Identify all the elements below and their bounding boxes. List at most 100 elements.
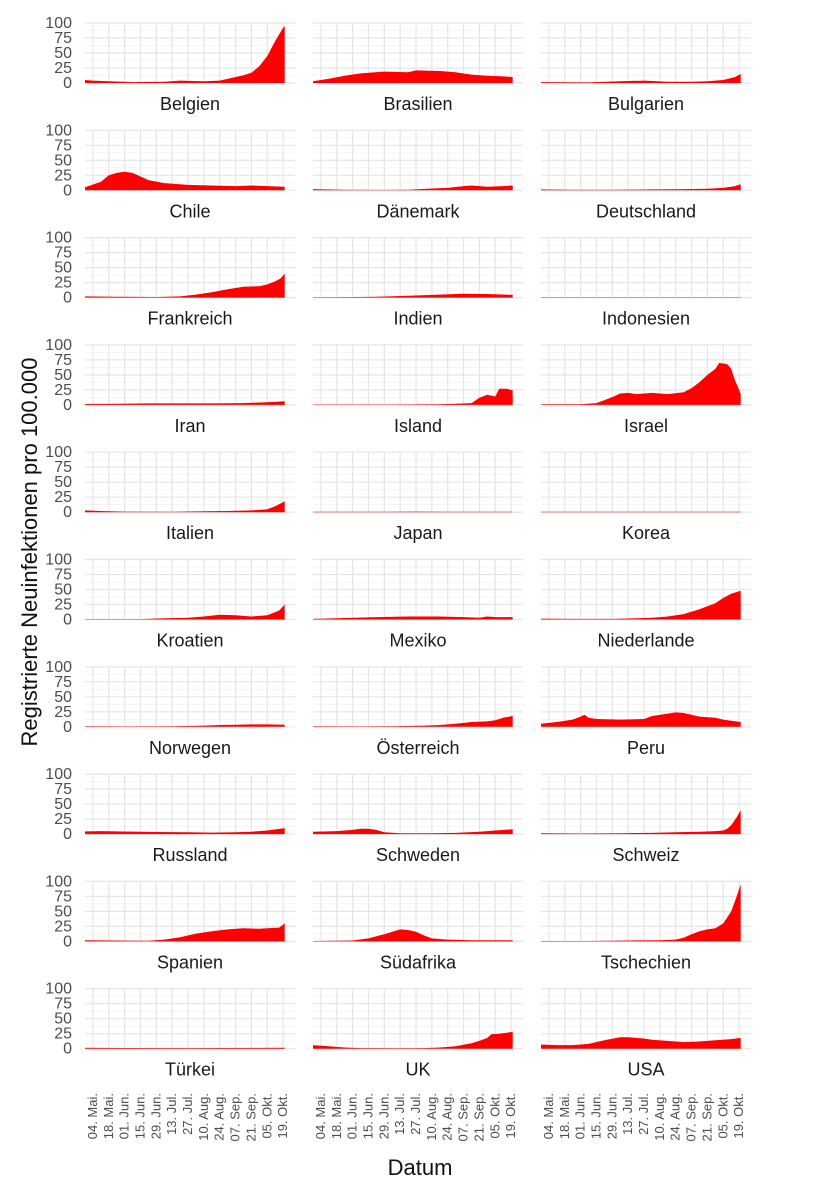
area-USA — [541, 1037, 741, 1049]
x-tick-label: 24. Aug. — [440, 1093, 455, 1141]
y-tick-label: 75 — [54, 781, 72, 798]
facet-title: Iran — [174, 416, 205, 436]
facet-title: Frankreich — [147, 309, 232, 329]
x-tick-label: 29. Jun. — [604, 1093, 619, 1139]
area-Indien — [313, 293, 513, 298]
area-Peru — [541, 712, 741, 727]
y-tick-label: 75 — [54, 567, 72, 584]
y-tick-label: 25 — [54, 918, 72, 935]
facet-title: Schweiz — [612, 845, 679, 865]
y-tick-label: 50 — [54, 152, 72, 169]
x-tick-label: 29. Jun. — [148, 1093, 163, 1139]
y-tick-label: 0 — [63, 826, 72, 843]
area-Mexiko — [313, 616, 513, 620]
x-tick-label: 13. Jul. — [392, 1093, 407, 1135]
y-tick-label: 100 — [45, 444, 72, 461]
y-tick-label: 50 — [54, 367, 72, 384]
area-Österreich — [313, 716, 513, 727]
facet-title: Chile — [169, 201, 210, 221]
y-tick-label: 50 — [54, 45, 72, 62]
x-tick-label: 18. Mai. — [101, 1093, 116, 1139]
facet-title: Norwegen — [149, 738, 231, 758]
x-tick-label: 24. Aug. — [668, 1093, 683, 1141]
area-Japan — [313, 511, 513, 513]
facet-title: Kroatien — [156, 631, 223, 651]
y-tick-label: 25 — [54, 382, 72, 399]
facet-title: Korea — [622, 523, 671, 543]
x-tick-label: 15. Jun. — [588, 1093, 603, 1139]
facet-title: Dänemark — [376, 201, 460, 221]
facet-title: UK — [405, 1060, 430, 1080]
y-tick-label: 25 — [54, 167, 72, 184]
facet-panel: Japan — [313, 451, 523, 543]
x-tick-label: 27. Jul. — [180, 1093, 195, 1135]
y-tick-label: 0 — [63, 182, 72, 199]
y-tick-label: 25 — [54, 275, 72, 292]
area-Bulgarien — [541, 74, 741, 83]
facet-title: USA — [627, 1060, 664, 1080]
facet-title: Island — [394, 416, 442, 436]
x-tick-label: 15. Jun. — [360, 1093, 375, 1139]
facet-panel: Island — [313, 344, 523, 436]
x-tick-label: 18. Mai. — [329, 1093, 344, 1139]
y-tick-label: 75 — [54, 674, 72, 691]
x-tick-label: 24. Aug. — [212, 1093, 227, 1141]
x-axis-title: Datum — [388, 1155, 453, 1180]
y-tick-label: 25 — [54, 597, 72, 614]
x-tick-label: 07. Sep. — [456, 1093, 471, 1141]
y-tick-label: 0 — [63, 719, 72, 736]
x-tick-label: 07. Sep. — [684, 1093, 699, 1141]
x-tick-label: 27. Jul. — [636, 1093, 651, 1135]
y-tick-label: 50 — [54, 689, 72, 706]
y-tick-label: 50 — [54, 474, 72, 491]
x-tick-label: 05. Okt. — [259, 1093, 274, 1139]
facet-title: Südafrika — [380, 952, 457, 972]
y-tick-label: 100 — [45, 230, 72, 247]
area-Deutschland — [541, 184, 741, 191]
facet-title: Peru — [627, 738, 665, 758]
facet-panel: UK 04. Mai. 18. Mai. 01. Jun. 15. Jun. 29. Ju… — [313, 988, 523, 1141]
area-Israel — [541, 362, 741, 405]
facet-title: Deutschland — [596, 201, 696, 221]
facet-title: Niederlande — [597, 631, 694, 651]
area-Schweiz — [541, 810, 741, 835]
y-tick-label: 50 — [54, 796, 72, 813]
facet-panel: Peru — [541, 666, 751, 758]
y-tick-label: 100 — [45, 337, 72, 354]
y-tick-label: 100 — [45, 873, 72, 890]
area-Niederlande — [541, 590, 741, 620]
area-Südafrika — [313, 929, 513, 942]
y-tick-label: 75 — [54, 888, 72, 905]
area-Island — [313, 388, 513, 405]
facet-panel: Brasilien — [313, 22, 523, 114]
area-Iran — [85, 401, 285, 405]
facet-title: Indonesien — [602, 309, 690, 329]
y-tick-label: 100 — [45, 552, 72, 569]
facet-title: Spanien — [157, 952, 223, 972]
x-tick-label: 01. Jun. — [573, 1093, 588, 1139]
facet-panel: Niederlande — [541, 558, 751, 651]
facet-panel: Israel — [541, 344, 751, 436]
facet-panel: Deutschland — [541, 129, 751, 221]
facet-panel: Bulgarien — [541, 22, 751, 114]
x-tick-label: 21. Sep. — [243, 1093, 258, 1141]
x-tick-label: 19. Okt. — [275, 1093, 290, 1139]
y-tick-label: 0 — [63, 1041, 72, 1058]
y-tick-label: 25 — [54, 489, 72, 506]
x-tick-label: 04. Mai. — [541, 1093, 556, 1139]
facet-title: Österreich — [376, 738, 459, 758]
x-tick-label: 13. Jul. — [164, 1093, 179, 1135]
area-Schweden — [313, 828, 513, 835]
area-Spanien — [85, 923, 285, 942]
y-tick-label: 75 — [54, 996, 72, 1013]
x-tick-label: 01. Jun. — [345, 1093, 360, 1139]
y-tick-label: 25 — [54, 704, 72, 721]
y-tick-label: 50 — [54, 582, 72, 599]
